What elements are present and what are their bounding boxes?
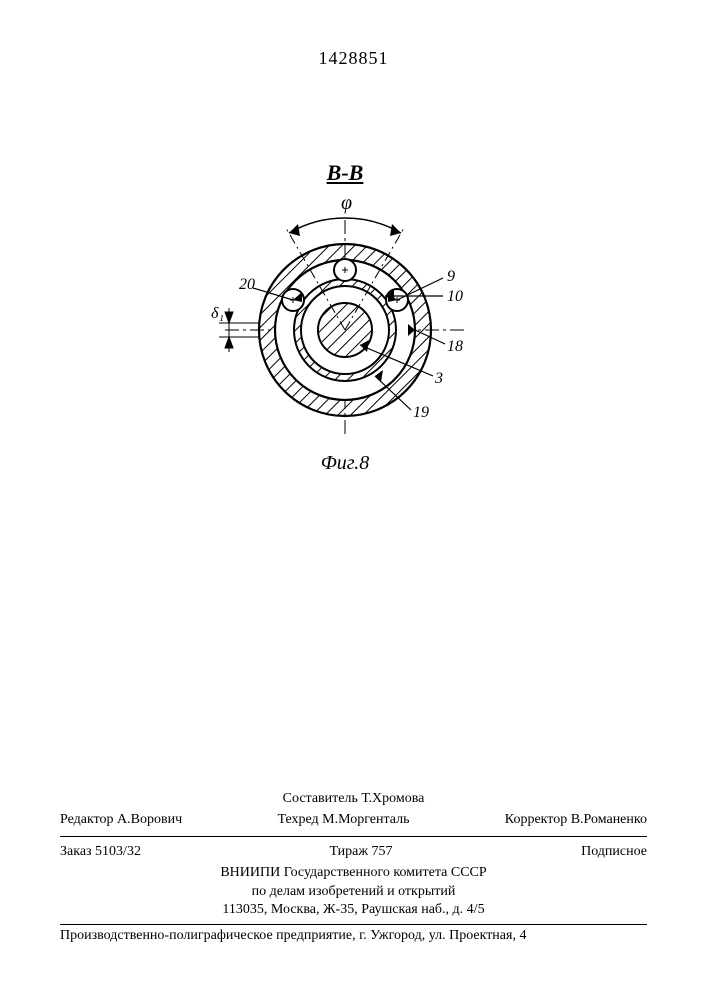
address: 113035, Москва, Ж-35, Раушская наб., д. …: [60, 901, 647, 920]
callout-3: 3: [435, 370, 443, 388]
divider-2: [60, 924, 647, 925]
order: Заказ 5103/32: [60, 843, 141, 862]
editor: Редактор А.Ворович: [60, 811, 182, 830]
techred: Техред М.Моргенталь: [277, 811, 409, 830]
section-label: В-В: [185, 160, 505, 186]
callout-9: 9: [447, 268, 455, 286]
figure-region: В-В: [185, 160, 505, 480]
compiler-line: Составитель Т.Хромова: [60, 790, 647, 809]
gap-symbol: δ₁: [211, 305, 224, 323]
callout-18: 18: [447, 338, 463, 356]
patent-number: 1428851: [0, 48, 707, 69]
callout-10: 10: [447, 288, 463, 306]
page: 1428851 В-В: [0, 0, 707, 1000]
tirage: Тираж 757: [329, 843, 392, 862]
callout-20: 20: [239, 276, 255, 294]
callout-19: 19: [413, 404, 429, 422]
angle-symbol: φ: [341, 192, 352, 215]
printshop-line: Производственно-полиграфическое предприя…: [60, 928, 647, 944]
divider-1: [60, 836, 647, 837]
figure-caption: Фиг.8: [185, 452, 505, 475]
org-line-1: ВНИИПИ Государственного комитета СССР: [60, 864, 647, 883]
corrector: Корректор В.Романенко: [505, 811, 647, 830]
footer-block: Составитель Т.Хромова Редактор А.Ворович…: [60, 790, 647, 929]
org-line-2: по делам изобретений и открытий: [60, 883, 647, 902]
subscription: Подписное: [581, 843, 647, 862]
